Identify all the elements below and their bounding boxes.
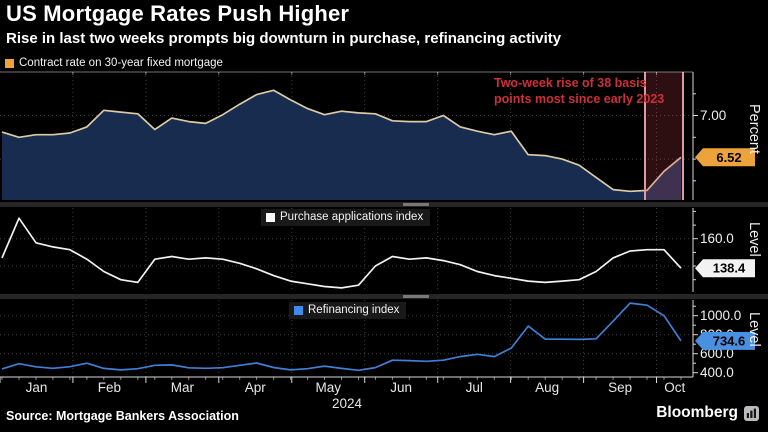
last-value-badge (695, 331, 755, 350)
x-tick-label: Aug (535, 380, 559, 395)
bloomberg-logo-icon (744, 405, 759, 421)
y-axis-title-level-purchase: Level (746, 222, 762, 257)
y-tick-label: 600.0 (700, 346, 734, 361)
x-tick-label: Oct (664, 380, 685, 395)
white-swatch-icon (266, 212, 275, 222)
last-value-badge (695, 259, 755, 278)
x-tick-label: Feb (98, 380, 121, 395)
page-title: US Mortgage Rates Push Higher (6, 1, 350, 26)
legend-contract-rate-label: Contract rate on 30-year fixed mortgage (19, 57, 223, 69)
x-tick-label: Jul (466, 380, 483, 395)
series-line (1, 217, 682, 289)
annotation-line-1: Two-week rise of 38 basis (494, 76, 647, 90)
y-tick-label: 400.0 (700, 365, 734, 380)
x-tick-label: May (316, 380, 342, 395)
x-tick-label: Mar (171, 380, 195, 395)
last-value-badge-text: 734.6 (713, 333, 746, 348)
last-value-badge-text: 6.52 (716, 150, 741, 165)
x-tick-label: Apr (245, 380, 267, 395)
series-line (1, 89, 682, 193)
x-tick-label: Sep (608, 380, 632, 395)
annotation-two-week-rise: Two-week rise of 38 basis points most si… (494, 75, 664, 107)
blue-swatch-icon (294, 305, 303, 315)
y-axis-title-level-refi: Level (746, 312, 762, 347)
bloomberg-brand: Bloomberg (656, 404, 759, 422)
y-tick-label: 1000.0 (700, 308, 741, 323)
highlight-band (644, 72, 684, 200)
last-value-badge (695, 148, 755, 167)
mortgage-three-panel-chart: 7.006.52160.0138.41000.0800.0600.0400.07… (0, 71, 768, 411)
source-attribution: Source: Mortgage Bankers Association (6, 409, 239, 423)
bloomberg-wordmark: Bloomberg (656, 404, 738, 421)
panel-separator-thumb (403, 203, 429, 206)
legend-refinancing-index-label: Refinancing index (308, 304, 400, 316)
panel-separator (0, 202, 768, 207)
legend-purchase-index: Purchase applications index (261, 209, 431, 226)
last-value-badge-text: 138.4 (713, 261, 746, 276)
y-axis-title-percent: Percent (746, 104, 762, 154)
series-line (1, 302, 682, 372)
panel-separator-thumb (403, 295, 429, 298)
legend-purchase-index-label: Purchase applications index (280, 211, 424, 223)
legend-refinancing-index: Refinancing index (289, 302, 407, 319)
y-tick-label: 7.00 (700, 108, 726, 123)
page-subtitle: Rise in last two weeks prompts big downt… (6, 30, 562, 47)
panel-separator (0, 294, 768, 299)
orange-swatch-icon (5, 58, 14, 68)
series-area-fill (2, 90, 681, 200)
annotation-line-2: points most since early 2023 (494, 92, 665, 106)
x-tick-label: Jan (26, 380, 48, 395)
legend-contract-rate: Contract rate on 30-year fixed mortgage (5, 57, 223, 69)
y-tick-label: 160.0 (700, 231, 734, 246)
x-axis-year: 2024 (332, 396, 363, 411)
x-tick-label: Jun (390, 380, 412, 395)
